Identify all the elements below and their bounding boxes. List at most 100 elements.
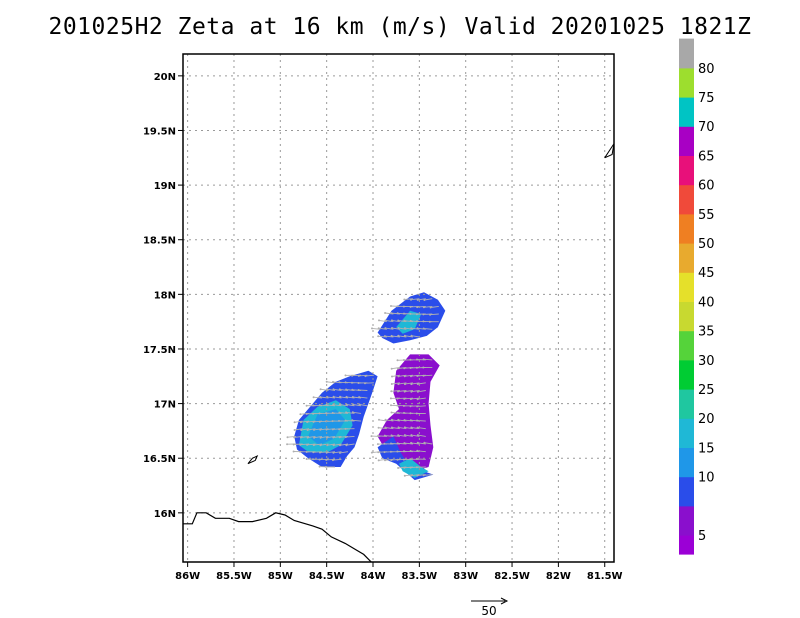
wind-vector-154 xyxy=(357,389,368,391)
lon-tick-label: 82.5W xyxy=(494,571,530,582)
colorbar-swatch-13 xyxy=(679,155,694,186)
wind-vector-144 xyxy=(396,397,407,400)
colorbar-swatch-11 xyxy=(679,213,694,244)
wind-vector-234 xyxy=(416,298,426,301)
wind-vector-152 xyxy=(345,388,355,391)
colorbar-label: 75 xyxy=(698,91,715,106)
wind-vector-168 xyxy=(397,382,407,386)
colorbar-swatch-1 xyxy=(679,505,694,536)
wind-vector-46 xyxy=(339,443,349,447)
lon-tick-label: 83W xyxy=(453,571,478,582)
wind-vector-170 xyxy=(410,382,420,386)
wind-vector-183 xyxy=(397,367,407,370)
lon-tick-label: 82W xyxy=(546,571,571,582)
wind-vector-224 xyxy=(429,313,439,316)
wind-vector-99 xyxy=(351,419,362,422)
colorbar-swatch-3 xyxy=(679,447,694,478)
wind-vector-58 xyxy=(299,435,310,439)
lon-tick-label: 84.5W xyxy=(309,571,345,582)
wind-vector-84 xyxy=(384,426,394,430)
lat-tick-label: 16N xyxy=(154,509,176,520)
wind-vector-55 xyxy=(423,441,433,445)
colorbar-label: 60 xyxy=(698,179,715,194)
wind-vector-195 xyxy=(390,334,400,338)
wind-vector-102 xyxy=(390,418,400,422)
wind-vector-145 xyxy=(403,397,413,400)
colorbar-label: 30 xyxy=(698,354,715,369)
wind-vector-125 xyxy=(332,403,342,407)
wind-vector-210 xyxy=(390,319,400,323)
wind-vector-235 xyxy=(423,298,433,301)
reference-vector-label: 50 xyxy=(481,604,496,618)
wind-vector-167 xyxy=(390,382,400,385)
lon-tick-label: 85W xyxy=(268,571,293,582)
reference-arrow-head xyxy=(500,597,509,605)
wind-vector-53 xyxy=(410,441,420,445)
wind-vector-196 xyxy=(397,334,407,338)
wind-vector-209 xyxy=(384,319,394,323)
colorbar-swatch-0 xyxy=(679,535,694,555)
colorbar-swatch-17 xyxy=(679,38,694,69)
wind-vector-52 xyxy=(403,442,413,445)
lon-tick-label: 84W xyxy=(361,571,386,582)
wind-vector-207 xyxy=(422,327,433,330)
wind-vector-148 xyxy=(319,388,329,391)
wind-vector-14 xyxy=(331,458,342,462)
wind-vector-106 xyxy=(416,419,426,422)
lat-tick-label: 18N xyxy=(154,290,176,301)
wind-vector-176 xyxy=(391,374,400,378)
wind-vector-187 xyxy=(422,366,433,369)
wind-vector-115 xyxy=(351,411,362,414)
colorbar-swatch-16 xyxy=(679,67,694,98)
coastlines xyxy=(183,143,615,563)
map-title: 201025H2 Zeta at 16 km (m/s) Valid 20201… xyxy=(48,14,752,40)
region-northern-core xyxy=(396,310,422,334)
colorbar-swatch-10 xyxy=(679,243,694,273)
wind-vector-181 xyxy=(422,374,433,377)
map-axis-ticks: 86W 85.5W 85W 84.5W 84W 83.5W 83W 82.5W 82W 81.5W… xyxy=(143,72,623,582)
colorbar-label: 20 xyxy=(698,412,715,427)
wind-vector-211 xyxy=(397,319,407,323)
colorbar-label: 15 xyxy=(698,441,715,456)
wind-vector-86 xyxy=(397,426,407,430)
wind-vector-59 xyxy=(306,435,316,439)
wind-vector-54 xyxy=(416,441,426,445)
colorbar-label: 50 xyxy=(698,237,715,252)
wind-vector-88 xyxy=(410,426,420,430)
wind-vector-9 xyxy=(415,466,426,469)
wind-vector-203 xyxy=(397,327,407,330)
colorbar-swatch-15 xyxy=(679,97,694,127)
wind-vector-192 xyxy=(422,358,433,361)
wind-vector-171 xyxy=(416,382,426,385)
wind-vector-71 xyxy=(403,434,413,437)
wind-vector-47 xyxy=(345,443,355,447)
wind-vector-65 xyxy=(344,435,355,439)
wind-vector-29 xyxy=(339,451,349,454)
lat-tick-label: 20N xyxy=(154,72,176,83)
wind-vector-175 xyxy=(364,374,374,378)
wind-vector-74 xyxy=(293,428,303,431)
map-frame xyxy=(182,53,615,563)
region-eastern-cyan xyxy=(399,458,429,478)
wind-vector-198 xyxy=(410,334,420,338)
island-outline-1 xyxy=(604,143,615,159)
colorbar-swatch-5 xyxy=(679,389,694,419)
colorbar-label: 65 xyxy=(698,149,715,164)
wind-vector-157 xyxy=(403,390,413,393)
colorbar-swatch-4 xyxy=(679,418,694,448)
wind-vector-104 xyxy=(403,419,413,422)
colorbar-label: 10 xyxy=(698,471,715,486)
colorbar-label: 70 xyxy=(698,120,715,135)
wind-vector-147 xyxy=(416,397,426,401)
lat-tick-label: 18.5N xyxy=(143,236,176,247)
colorbar-swatch-7 xyxy=(679,330,694,361)
island-outline-0 xyxy=(247,454,259,465)
wind-vector-126 xyxy=(338,403,349,407)
wind-vector-201 xyxy=(384,327,394,330)
wind-vector-208 xyxy=(378,319,387,323)
wind-vector-166 xyxy=(364,382,374,385)
wind-vector-60 xyxy=(313,435,323,439)
lat-tick-label: 19.5N xyxy=(143,126,176,137)
wind-vectors xyxy=(286,298,439,477)
